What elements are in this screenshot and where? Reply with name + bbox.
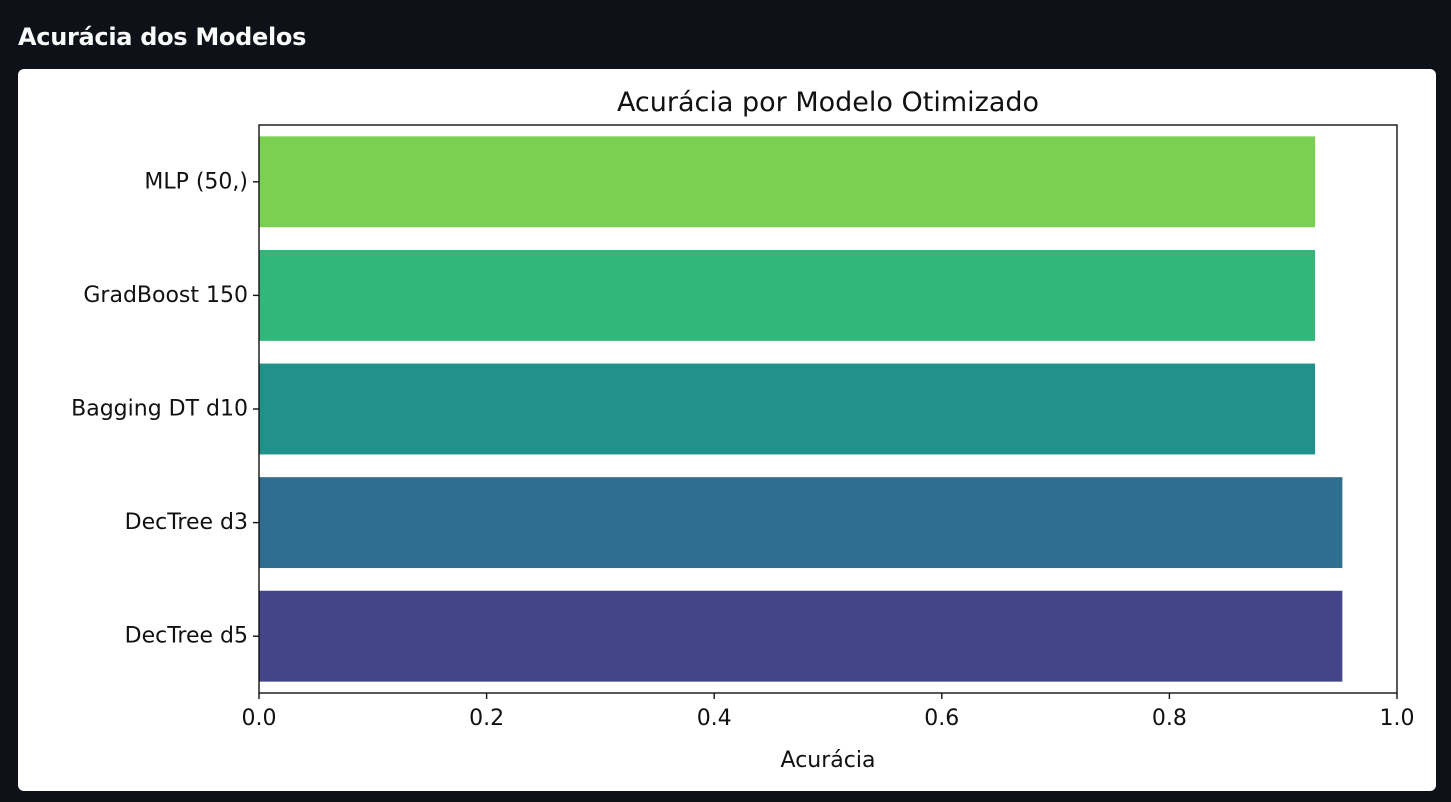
bar-3 (259, 477, 1343, 569)
x-tick-label: 1.0 (1380, 706, 1415, 731)
bar-0 (259, 136, 1316, 228)
y-tick-label: MLP (50,) (144, 169, 248, 194)
y-ticks: MLP (50,) GradBoost 150 Bagging DT d10 DecT… (71, 169, 259, 649)
y-tick-label: DecTree d3 (125, 510, 248, 535)
bar-4 (259, 590, 1343, 682)
bar-chart: Acurácia por Modelo Otimizado MLP (50,) G… (71, 87, 1415, 773)
x-ticks: 0.0 0.2 0.4 0.6 0.8 1.0 (242, 693, 1415, 731)
chart-card: Acurácia por Modelo Otimizado MLP (50,) G… (18, 69, 1436, 791)
plot-frame (258, 124, 1398, 694)
x-tick-label: 0.2 (469, 706, 504, 731)
bar-1 (259, 249, 1316, 341)
y-tick-label: GradBoost 150 (83, 283, 248, 308)
bar-2 (259, 363, 1316, 455)
y-tick-label: Bagging DT d10 (71, 397, 248, 422)
x-axis-label: Acurácia (781, 748, 876, 773)
x-tick-label: 0.0 (242, 706, 277, 731)
x-tick-label: 0.8 (1152, 706, 1187, 731)
x-tick-label: 0.6 (924, 706, 959, 731)
chart-title: Acurácia por Modelo Otimizado (617, 87, 1039, 118)
x-tick-label: 0.4 (697, 706, 732, 731)
section-title: Acurácia dos Modelos (18, 23, 307, 51)
bars-layer (259, 136, 1343, 682)
y-tick-label: DecTree d5 (125, 624, 248, 649)
